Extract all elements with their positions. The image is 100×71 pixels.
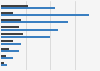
Bar xyxy=(1,36,50,38)
Bar xyxy=(1,50,19,52)
Bar xyxy=(1,29,58,31)
Bar xyxy=(1,62,4,64)
Bar xyxy=(1,19,21,21)
Bar xyxy=(1,55,6,57)
Bar xyxy=(1,43,21,45)
Bar xyxy=(1,26,19,28)
Bar xyxy=(1,48,9,50)
Bar xyxy=(1,12,13,14)
Bar xyxy=(1,40,13,42)
Bar xyxy=(1,64,7,66)
Bar xyxy=(1,5,28,7)
Bar xyxy=(1,57,13,59)
Bar xyxy=(1,21,68,23)
Bar xyxy=(1,33,23,35)
Bar xyxy=(1,14,89,16)
Bar xyxy=(1,7,55,9)
